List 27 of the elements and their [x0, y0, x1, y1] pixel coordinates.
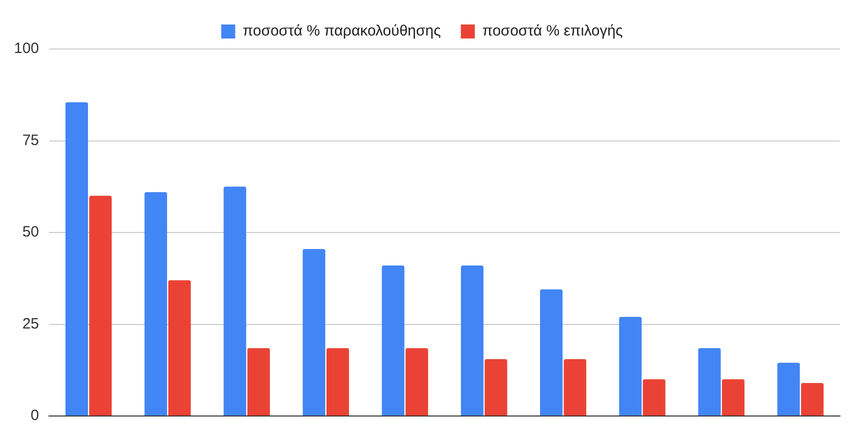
bar: [326, 348, 350, 416]
y-tick-label: 75: [22, 132, 40, 149]
bar: [247, 348, 270, 416]
bar: [564, 359, 586, 416]
bar: [382, 266, 404, 416]
bar: [144, 192, 168, 416]
legend-label: ποσοστά % επιλογής: [482, 22, 623, 40]
bar: [460, 266, 484, 416]
bar: [484, 359, 508, 416]
bar: [89, 196, 112, 416]
bar: [406, 348, 428, 416]
bar: [224, 186, 246, 416]
legend-label: ποσοστά % παρακολούθησης: [242, 22, 441, 40]
bar: [619, 316, 642, 416]
bar: [302, 249, 326, 416]
bar: [722, 379, 744, 416]
bar: [698, 348, 721, 416]
y-tick-label: 0: [30, 407, 40, 424]
bar: [540, 289, 563, 416]
bar: [168, 280, 191, 416]
y-tick-label: 25: [22, 315, 40, 332]
y-tick-label: 50: [22, 224, 40, 241]
bar: [801, 382, 824, 416]
bar: [777, 362, 800, 416]
bar: [642, 379, 666, 416]
bar: [65, 102, 88, 416]
y-tick-label: 100: [14, 40, 40, 58]
